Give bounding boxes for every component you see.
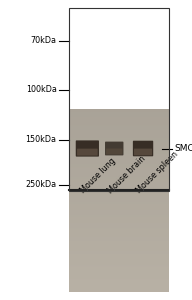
FancyBboxPatch shape — [133, 141, 153, 156]
Text: 70kDa: 70kDa — [31, 36, 57, 45]
Text: Mouse lung: Mouse lung — [79, 156, 118, 195]
Text: 100kDa: 100kDa — [26, 85, 57, 94]
Text: 150kDa: 150kDa — [26, 135, 57, 144]
Text: 250kDa: 250kDa — [26, 180, 57, 189]
FancyBboxPatch shape — [77, 148, 98, 156]
Text: SMC1: SMC1 — [175, 144, 192, 153]
FancyBboxPatch shape — [106, 148, 122, 154]
FancyBboxPatch shape — [105, 142, 123, 155]
Text: Mouse spleen: Mouse spleen — [135, 150, 180, 195]
FancyBboxPatch shape — [76, 140, 99, 157]
Bar — [69, 8, 169, 190]
FancyBboxPatch shape — [134, 148, 152, 155]
Text: Mouse brain: Mouse brain — [106, 154, 147, 195]
